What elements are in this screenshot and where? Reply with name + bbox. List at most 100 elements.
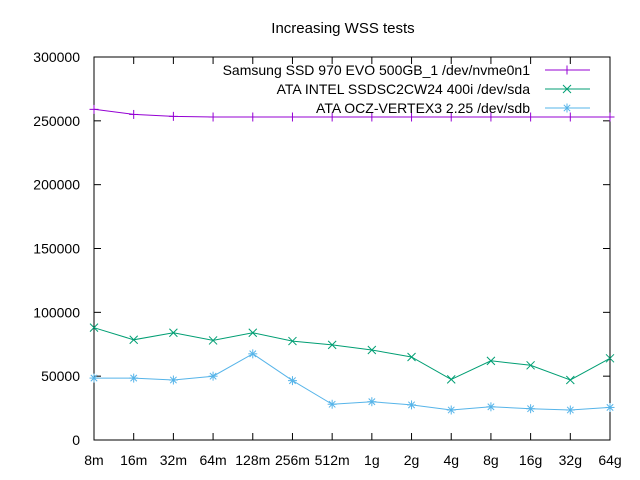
x-tick-label: 16g bbox=[519, 452, 542, 468]
data-point bbox=[565, 375, 575, 385]
legend-marker bbox=[562, 103, 572, 113]
x-tick-label: 256m bbox=[275, 452, 310, 468]
data-point bbox=[248, 328, 258, 338]
x-tick-label: 512m bbox=[315, 452, 350, 468]
marker-stroke bbox=[89, 323, 99, 333]
data-point bbox=[169, 328, 178, 338]
marker-stroke bbox=[566, 406, 574, 414]
x-tick-label: 32g bbox=[559, 452, 582, 468]
x-tick-label: 64g bbox=[598, 452, 621, 468]
series-line bbox=[94, 353, 611, 411]
marker-stroke bbox=[367, 345, 377, 355]
data-point bbox=[407, 352, 416, 362]
marker-stroke bbox=[288, 336, 297, 346]
legend-label: ATA INTEL SSDSC2CW24 400i /dev/sda bbox=[277, 81, 531, 97]
marker-stroke bbox=[526, 360, 535, 370]
x-tick-label: 8g bbox=[483, 452, 499, 468]
legend-marker bbox=[562, 65, 572, 75]
marker-stroke bbox=[169, 376, 177, 384]
chart-title: Increasing WSS tests bbox=[271, 20, 414, 37]
x-tick-label: 8m bbox=[84, 452, 103, 468]
x-tick-label: 2g bbox=[404, 452, 420, 468]
data-point bbox=[129, 373, 139, 383]
x-tick-label: 128m bbox=[235, 452, 270, 468]
marker-stroke bbox=[248, 328, 258, 338]
series-1 bbox=[89, 104, 615, 122]
data-point bbox=[327, 399, 337, 409]
legend-label: Samsung SSD 970 EVO 500GB_1 /dev/nvme0n1 bbox=[223, 62, 531, 78]
data-point bbox=[407, 112, 417, 122]
data-point bbox=[367, 345, 377, 355]
legend-item: Samsung SSD 970 EVO 500GB_1 /dev/nvme0n1 bbox=[223, 62, 590, 78]
data-point bbox=[367, 397, 377, 407]
data-point bbox=[446, 375, 456, 384]
series-2 bbox=[89, 323, 615, 385]
marker-stroke bbox=[407, 401, 416, 409]
marker-stroke bbox=[328, 400, 336, 408]
x-tick-label: 32m bbox=[160, 452, 187, 468]
data-point bbox=[287, 112, 297, 122]
data-point bbox=[208, 112, 218, 122]
data-point bbox=[446, 112, 456, 122]
marker-stroke bbox=[407, 352, 416, 362]
data-point bbox=[367, 112, 377, 122]
data-point bbox=[526, 404, 536, 414]
data-point bbox=[605, 353, 615, 363]
marker-stroke bbox=[565, 375, 575, 385]
series-layer bbox=[89, 104, 615, 415]
data-point bbox=[407, 400, 417, 410]
marker-stroke bbox=[327, 340, 337, 350]
marker-stroke bbox=[527, 405, 535, 413]
data-point bbox=[168, 111, 178, 121]
legend-item: ATA INTEL SSDSC2CW24 400i /dev/sda bbox=[277, 81, 590, 97]
data-point bbox=[565, 405, 575, 415]
data-point bbox=[208, 336, 218, 345]
marker-stroke bbox=[562, 84, 572, 94]
marker-stroke bbox=[169, 328, 178, 338]
marker-stroke bbox=[563, 104, 571, 112]
y-tick-label: 50000 bbox=[41, 368, 80, 384]
data-point bbox=[486, 112, 496, 122]
data-point bbox=[248, 112, 258, 122]
x-tick-label: 64m bbox=[199, 452, 226, 468]
data-point bbox=[89, 104, 99, 114]
legend-label: ATA OCZ-VERTEX3 2.25 /dev/sdb bbox=[316, 100, 530, 116]
y-tick-label: 300000 bbox=[33, 49, 80, 65]
y-tick-label: 250000 bbox=[33, 113, 80, 129]
x-tick-label: 16m bbox=[120, 452, 147, 468]
data-point bbox=[605, 112, 615, 122]
legend-marker bbox=[562, 84, 572, 94]
data-point bbox=[288, 336, 297, 346]
data-point bbox=[129, 109, 139, 119]
data-point bbox=[526, 112, 536, 122]
marker-stroke bbox=[368, 398, 376, 406]
x-tick-label: 1g bbox=[364, 452, 380, 468]
series-3 bbox=[89, 349, 615, 415]
data-point bbox=[327, 112, 337, 122]
data-point bbox=[89, 373, 99, 383]
legend-item: ATA OCZ-VERTEX3 2.25 /dev/sdb bbox=[316, 100, 590, 116]
data-point bbox=[287, 376, 297, 386]
data-point bbox=[526, 360, 535, 370]
data-point bbox=[327, 340, 337, 350]
data-point bbox=[486, 402, 496, 412]
data-point bbox=[89, 323, 99, 333]
y-axis: 0 50000 100000 150000 200000 250000 300000 bbox=[33, 49, 610, 448]
y-tick-label: 0 bbox=[72, 432, 80, 448]
marker-stroke bbox=[130, 374, 138, 382]
data-point bbox=[605, 402, 615, 412]
y-tick-label: 200000 bbox=[33, 177, 80, 193]
marker-stroke bbox=[446, 375, 456, 384]
marker-stroke bbox=[487, 403, 495, 411]
data-point bbox=[208, 371, 218, 381]
marker-stroke bbox=[249, 350, 257, 358]
y-tick-label: 100000 bbox=[33, 304, 80, 320]
data-point bbox=[168, 375, 178, 385]
x-tick-label: 4g bbox=[443, 452, 459, 468]
data-point bbox=[565, 112, 575, 122]
marker-stroke bbox=[486, 356, 496, 366]
x-axis: 8m 16m 32m 64m 128m 256m 512m 1g 2g 4g 8g 16g 32g 64g bbox=[84, 57, 622, 468]
series-line bbox=[93, 327, 611, 381]
data-point bbox=[486, 356, 496, 366]
